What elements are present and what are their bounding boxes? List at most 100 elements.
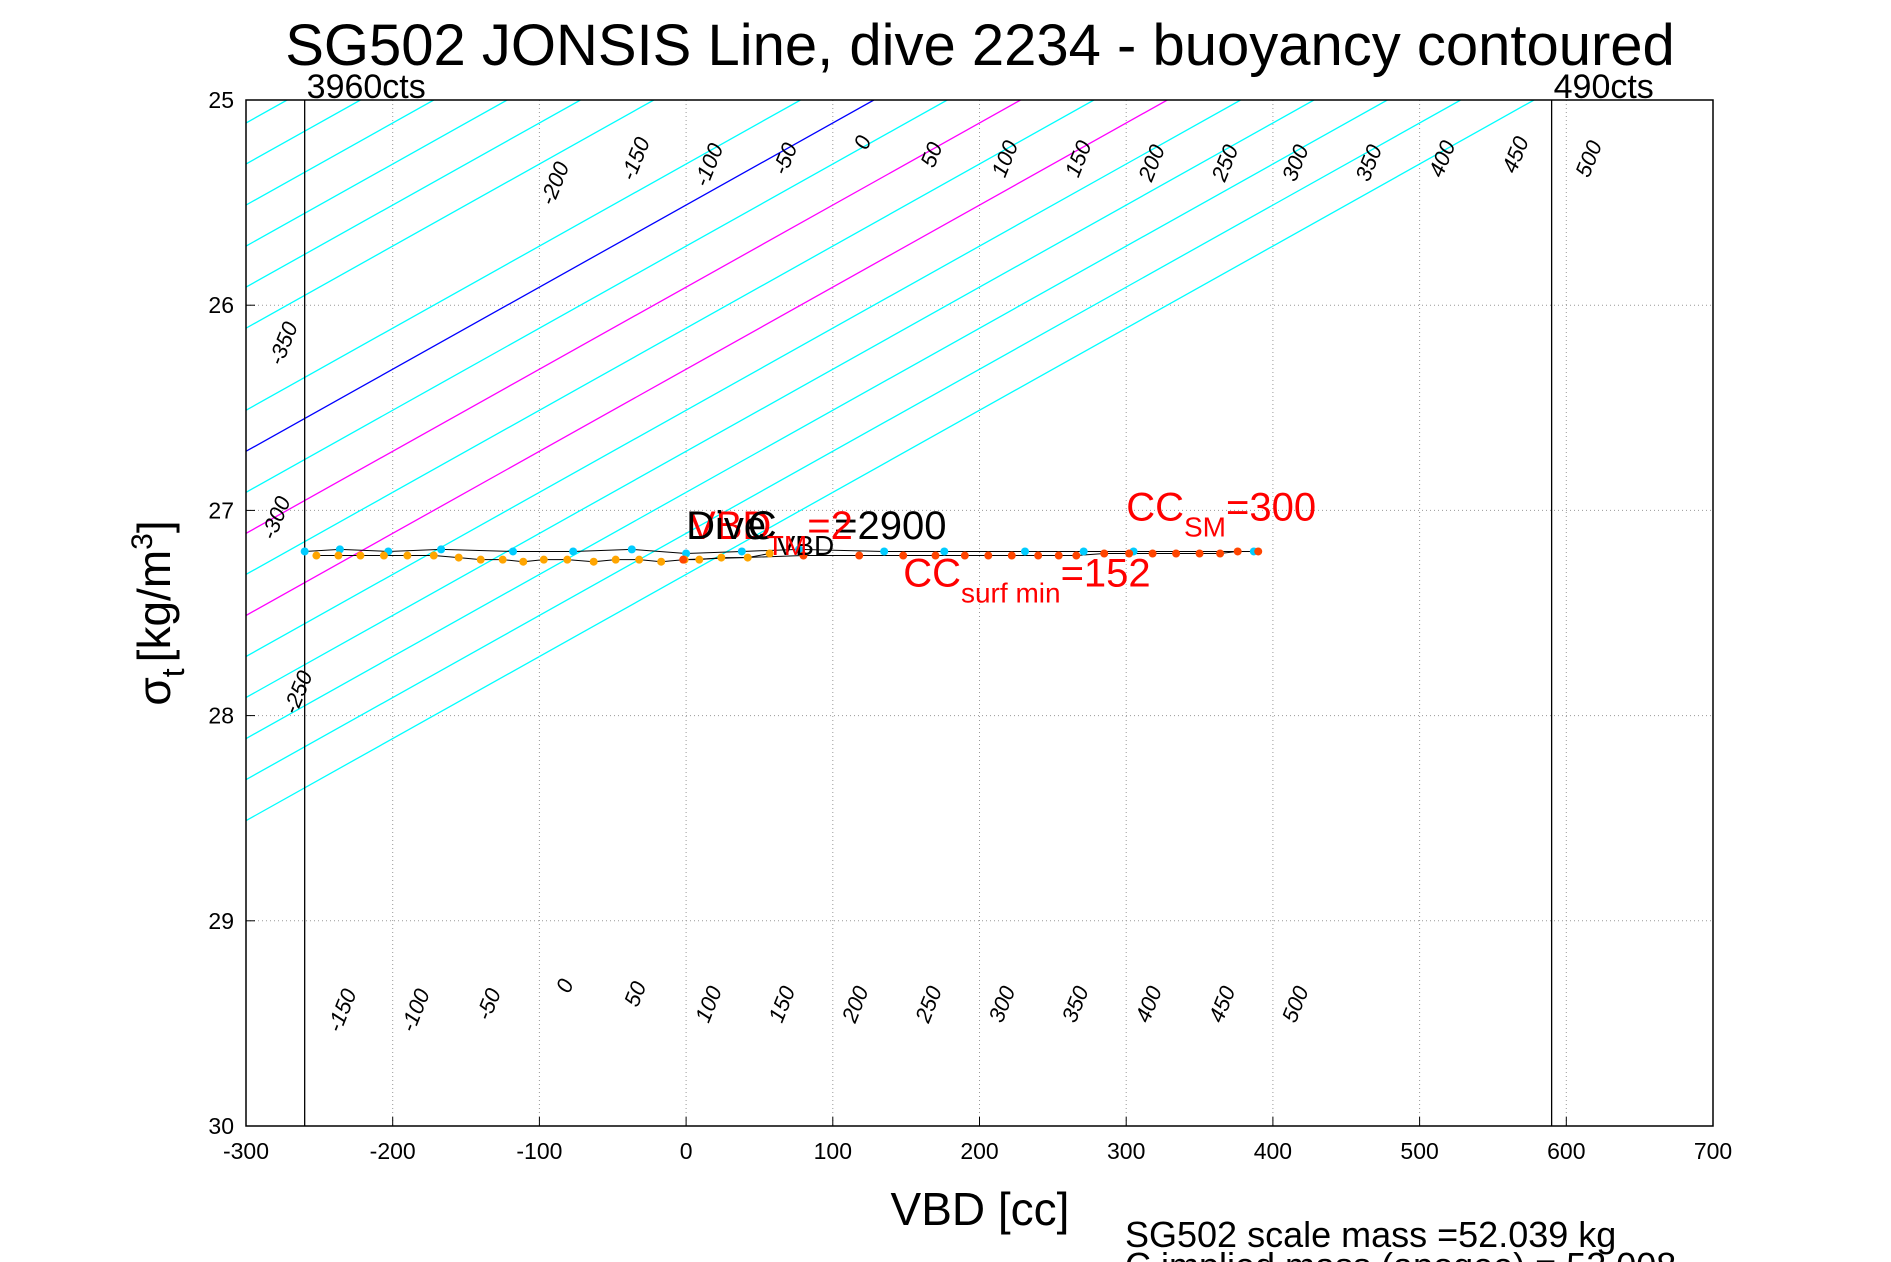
data-point <box>335 545 344 554</box>
contour-label: 150 <box>763 982 800 1026</box>
contour-label: 500 <box>1570 136 1607 180</box>
data-point <box>312 551 321 560</box>
contour-label: -300 <box>256 492 296 543</box>
contour-label: 200 <box>1133 140 1171 185</box>
contour-line <box>0 100 140 1126</box>
data-point <box>539 555 548 564</box>
contour-label: 200 <box>836 982 874 1027</box>
data-point <box>682 549 691 558</box>
data-point <box>1020 547 1029 556</box>
contour-line <box>246 100 1535 822</box>
cc-sm-annotation-sub: SM <box>1184 512 1226 543</box>
contour-line <box>246 100 435 206</box>
data-point <box>429 551 438 560</box>
y-label-unit: [kg/m <box>128 550 180 662</box>
x-tick-label: 500 <box>1400 1138 1438 1164</box>
y-tick-label: 26 <box>208 292 234 318</box>
x-tick-label: 0 <box>680 1138 693 1164</box>
contour-line <box>246 100 508 247</box>
cc-surf-min-annotation-value: =152 <box>1061 551 1151 595</box>
vbd-annotation: VBD <box>689 504 771 548</box>
data-point <box>563 555 572 564</box>
contour-label: 350 <box>1057 982 1094 1026</box>
cc-sm-annotation: CCSM=300 <box>1126 486 1316 543</box>
x-tick-label: -300 <box>223 1138 269 1164</box>
tm-annotation: TM=2 <box>767 504 853 561</box>
grid <box>246 100 1713 1126</box>
contour-line <box>246 100 1315 699</box>
scale-mass-note: SG502 scale mass =52.039 kg <box>1125 1214 1616 1255</box>
tm-annotation-value: =2 <box>807 504 853 548</box>
data-point <box>519 557 528 566</box>
data-point <box>454 553 463 562</box>
data-series <box>300 545 1263 566</box>
y-tick-label: 30 <box>208 1113 234 1139</box>
contour-label: -100 <box>689 139 729 190</box>
data-point <box>695 555 704 564</box>
data-point <box>717 553 726 562</box>
contour-label: -150 <box>322 985 362 1036</box>
data-point <box>743 553 752 562</box>
data-point <box>737 547 746 556</box>
contour-line <box>0 100 67 1126</box>
contour-label: 400 <box>1130 982 1167 1026</box>
contour-line <box>246 100 875 453</box>
data-point <box>379 551 388 560</box>
data-point <box>1100 549 1109 558</box>
y-tick-label: 25 <box>208 87 234 113</box>
x-tick-label: 400 <box>1254 1138 1292 1164</box>
data-point <box>799 551 808 560</box>
contour-label: 450 <box>1203 982 1240 1026</box>
contour-label: -350 <box>263 318 303 369</box>
c-vbd-annotation-value: =2900 <box>834 504 946 548</box>
x-tick-label: 600 <box>1547 1138 1585 1164</box>
contour-label: 0 <box>849 131 877 152</box>
x-axis-label: VBD [cc] <box>891 1183 1070 1235</box>
y-label-sigma: σ <box>128 677 180 705</box>
y-label-close: ] <box>128 520 180 533</box>
contour-label: -200 <box>535 158 575 209</box>
x-tick-label: 200 <box>960 1138 998 1164</box>
contour-line <box>246 100 1388 740</box>
x-tick-label: 700 <box>1694 1138 1732 1164</box>
y-tick-label: 27 <box>208 497 234 523</box>
data-point <box>984 551 993 560</box>
x-tick-label: 100 <box>814 1138 852 1164</box>
data-point <box>1072 551 1081 560</box>
data-point <box>940 547 949 556</box>
x-tick-label: -100 <box>516 1138 562 1164</box>
contour-line <box>246 100 581 288</box>
data-point <box>476 555 485 564</box>
y-tick-label: 28 <box>208 703 234 729</box>
data-point <box>795 545 804 554</box>
contour-line <box>246 100 1461 781</box>
cc-surf-min-annotation: CCsurf min=152 <box>903 551 1150 608</box>
data-point <box>1172 549 1181 558</box>
contour-line <box>246 100 801 412</box>
data-point <box>635 555 644 564</box>
data-point <box>627 545 636 554</box>
contour-label: 50 <box>619 977 652 1010</box>
contour-line <box>0 100 214 1126</box>
contour-label: -50 <box>471 984 506 1024</box>
data-point <box>1034 551 1043 560</box>
data-point <box>569 547 578 556</box>
data-point <box>498 555 507 564</box>
data-point <box>300 547 309 556</box>
contour-label: 100 <box>690 982 727 1026</box>
data-point <box>657 557 666 566</box>
contour-line <box>246 100 1095 576</box>
data-point <box>1195 549 1204 558</box>
contour-label: 300 <box>1277 140 1314 184</box>
data-point <box>880 547 889 556</box>
data-point <box>1079 547 1088 556</box>
contour-label: 0 <box>551 975 579 996</box>
contour-line <box>246 100 655 329</box>
data-point <box>1254 547 1263 556</box>
cc-sm-annotation-value: =300 <box>1226 486 1316 530</box>
contour-label: 500 <box>1277 982 1314 1026</box>
cc-surf-min-annotation-sub: surf min <box>961 577 1061 608</box>
data-point <box>1233 547 1242 556</box>
y-axis-ticks: 25 26 27 28 29 30 <box>208 87 255 1139</box>
